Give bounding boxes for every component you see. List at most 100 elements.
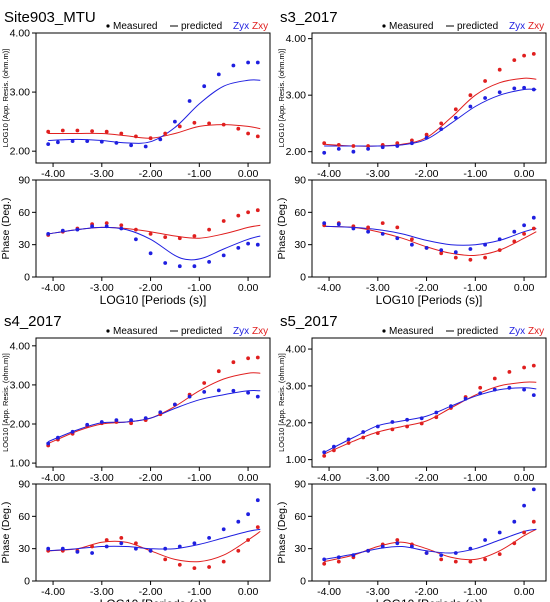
resistivity-measured-zxy-point — [177, 124, 182, 129]
phase-measured-zyx-point — [90, 224, 94, 229]
resistivity-measured-zyx-point — [375, 424, 380, 429]
panel-title: s3_2017 — [280, 9, 338, 26]
resistivity-measured-zxy-point — [207, 121, 212, 126]
phase-measured-zxy-point — [236, 548, 241, 553]
phase-measured-zyx-point — [207, 536, 212, 540]
phase-measured-zyx-point — [75, 227, 80, 232]
resistivity-measured-zxy-point — [434, 415, 439, 420]
phase-measured-zyx-point — [255, 498, 260, 503]
resistivity-xtick-label: -3.00 — [90, 472, 114, 484]
phase-measured-zyx-point — [483, 242, 487, 247]
resistivity-measured-zyx-point — [492, 387, 497, 392]
resistivity-predicted-zxy-line — [324, 77, 537, 147]
phase-measured-zxy-point — [483, 255, 487, 260]
resistivity-measured-zyx-point — [468, 104, 473, 109]
phase-measured-zyx-point — [236, 519, 241, 524]
phase-measured-zxy-point — [134, 541, 138, 546]
phase-predicted-zxy-line — [48, 224, 261, 239]
phase-measured-zxy-point — [483, 557, 487, 562]
resistivity-xtick-label: -3.00 — [366, 472, 390, 484]
resistivity-xtick-label: -1.00 — [463, 472, 487, 484]
resistivity-measured-zyx-point — [231, 388, 236, 393]
resistivity-measured-zyx-point — [231, 63, 236, 68]
phase-ytick-label: 60 — [18, 511, 30, 523]
phase-measured-zxy-point — [531, 226, 536, 231]
phase-measured-zyx-point — [366, 229, 370, 234]
resistivity-predicted-zxy-line — [323, 381, 537, 455]
phase-measured-zxy-point — [134, 227, 138, 232]
resistivity-measured-zyx-point — [449, 404, 453, 409]
resistivity-measured-zyx-point — [99, 139, 104, 144]
phase-measured-zyx-point — [246, 512, 251, 517]
resistivity-ytick-label: 4.00 — [286, 344, 307, 356]
phase-measured-zyx-point — [410, 242, 414, 247]
resistivity-measured-zyx-point — [158, 137, 163, 142]
phase-plot-area — [46, 498, 261, 570]
resistivity-plot-area — [46, 355, 261, 448]
phase-measured-zyx-point — [134, 546, 138, 551]
resistivity-measured-zxy-point — [134, 134, 138, 139]
phase-measured-zyx-point — [236, 246, 241, 250]
resistivity-measured-zxy-point — [531, 363, 536, 368]
phase-measured-zxy-point — [395, 538, 400, 542]
phase-measured-zxy-point — [366, 225, 370, 230]
resistivity-xtick-label: -1.00 — [463, 168, 487, 180]
resistivity-xtick-label: -4.00 — [317, 472, 341, 484]
resistivity-measured-zyx-point — [366, 147, 370, 151]
resistivity-ytick-label: 2.00 — [10, 419, 31, 431]
phase-measured-zyx-point — [163, 261, 168, 265]
phase-measured-zyx-point — [46, 546, 51, 551]
resistivity-ytick-label: 3.00 — [10, 379, 31, 391]
resistivity-measured-zxy-point — [483, 79, 487, 83]
resistivity-measured-zxy-point — [231, 360, 236, 365]
phase-measured-zyx-point — [192, 541, 197, 546]
resistivity-measured-zxy-point — [192, 120, 197, 125]
resistivity-ylabel: LOG10 [App. Resis. (ohm.m)] — [1, 353, 10, 452]
resistivity-measured-zxy-point — [512, 58, 517, 62]
phase-measured-zyx-point — [512, 229, 517, 234]
resistivity-measured-zxy-point — [478, 385, 483, 390]
resistivity-frame — [311, 32, 547, 164]
resistivity-measured-zxy-point — [148, 136, 153, 141]
resistivity-measured-zyx-point — [85, 139, 90, 144]
resistivity-xtick-label: -3.00 — [90, 168, 114, 180]
resistivity-measured-zyx-point — [114, 141, 119, 145]
phase-measured-zxy-point — [255, 525, 260, 529]
resistivity-measured-zyx-point — [419, 416, 424, 421]
resistivity-measured-zyx-point — [246, 390, 251, 395]
phase-measured-zyx-point — [90, 551, 94, 555]
phase-predicted-zyx-line — [324, 528, 537, 560]
phase-predicted-zyx-line — [48, 226, 261, 261]
phase-measured-zyx-point — [148, 548, 153, 553]
resistivity-measured-zxy-point — [129, 421, 134, 426]
phase-ytick-label: 90 — [18, 479, 30, 491]
phase-measured-zxy-point — [246, 210, 251, 215]
resistivity-predicted-zxy-line — [48, 124, 261, 139]
resistivity-measured-zyx-point — [410, 141, 414, 146]
resistivity-ytick-label: 4.00 — [10, 28, 31, 40]
resistivity-measured-zyx-point — [405, 417, 409, 422]
resistivity-measured-zyx-point — [522, 85, 526, 90]
phase-ytick-label: 60 — [18, 207, 30, 219]
resistivity-measured-zyx-point — [434, 410, 439, 415]
resistivity-measured-zxy-point — [119, 131, 124, 136]
resistivity-measured-zxy-point — [322, 454, 327, 458]
phase-xtick-label: -2.00 — [415, 586, 439, 598]
phase-measured-zyx-point — [439, 553, 444, 557]
legend-measured-marker — [106, 24, 110, 28]
resistivity-measured-zyx-point — [361, 430, 366, 434]
phase-xtick-label: -4.00 — [317, 586, 341, 598]
panel-2: s4_2017 Measured predicted Zyx Zxy -4.00 -3.00… — [0, 313, 271, 602]
resistivity-measured-zyx-point — [70, 139, 75, 144]
resistivity-measured-zyx-point — [187, 99, 192, 103]
resistivity-measured-zyx-point — [246, 60, 251, 65]
phase-ytick-label: 30 — [18, 239, 30, 251]
resistivity-measured-zxy-point — [419, 421, 424, 426]
phase-measured-zyx-point — [380, 544, 385, 549]
resistivity-measured-zyx-point — [173, 119, 177, 124]
phase-predicted-zxy-line — [324, 528, 537, 563]
phase-measured-zxy-point — [163, 557, 168, 562]
legend-measured: Measured — [389, 21, 433, 32]
resistivity-measured-zyx-point — [463, 396, 468, 401]
resistivity-predicted-zxy-line — [48, 372, 261, 444]
